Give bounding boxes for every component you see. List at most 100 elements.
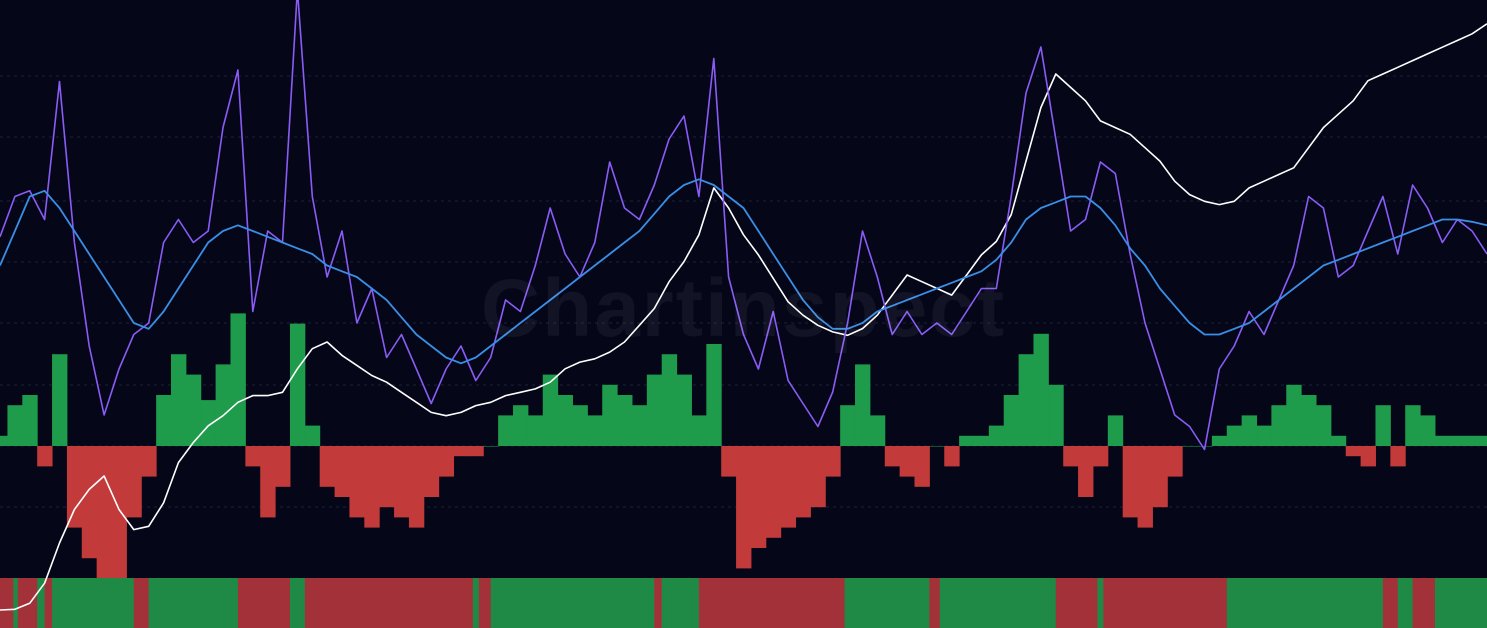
histogram-bar-42 bbox=[617, 395, 633, 446]
signal-strip bbox=[0, 578, 1487, 628]
histogram-bar-3 bbox=[37, 446, 53, 467]
histogram-bar-0 bbox=[0, 435, 8, 446]
histogram-bar-52 bbox=[765, 446, 782, 538]
histogram-bar-29 bbox=[423, 446, 440, 497]
histogram-bar-73 bbox=[1078, 446, 1094, 497]
histogram-bar-67 bbox=[988, 425, 1005, 446]
signal-segment-26 bbox=[1097, 578, 1104, 628]
signal-segment-22 bbox=[929, 578, 941, 628]
histogram-bar-38 bbox=[557, 395, 573, 446]
histogram-bar-2 bbox=[22, 395, 38, 446]
signal-segment-28 bbox=[1226, 578, 1384, 628]
histogram-bar-20 bbox=[289, 323, 306, 446]
moving-average-line bbox=[0, 178, 1487, 365]
histogram-bar-1 bbox=[7, 405, 23, 446]
histogram-bar-53 bbox=[780, 446, 797, 528]
histogram-bar-11 bbox=[156, 395, 172, 446]
histogram-bar-60 bbox=[884, 446, 901, 467]
histogram-bar-5 bbox=[66, 446, 83, 528]
histogram-bar-32 bbox=[468, 446, 484, 457]
histogram-bar-12 bbox=[171, 354, 187, 446]
histogram-bar-44 bbox=[646, 374, 663, 446]
histogram-bar-57 bbox=[840, 405, 856, 446]
histogram-bar-47 bbox=[691, 415, 707, 446]
signal-segment-20 bbox=[721, 578, 846, 628]
histogram-bar-54 bbox=[795, 446, 811, 518]
histogram-bar-66 bbox=[973, 435, 990, 446]
histogram-bar-93 bbox=[1375, 405, 1391, 446]
signal-segment-29 bbox=[1382, 578, 1399, 628]
signal-segment-30 bbox=[1397, 578, 1414, 628]
signal-segment-2 bbox=[17, 578, 38, 628]
histogram-bar-49 bbox=[721, 446, 737, 477]
histogram-bar-68 bbox=[1003, 395, 1020, 446]
histogram-bar-9 bbox=[126, 446, 142, 518]
histogram-bar-30 bbox=[438, 446, 455, 477]
histogram-bar-35 bbox=[513, 405, 529, 446]
signal-segment-8 bbox=[237, 578, 291, 628]
histogram-bar-87 bbox=[1286, 384, 1302, 446]
histogram-bar-27 bbox=[394, 446, 410, 518]
histogram-bar-10 bbox=[141, 446, 157, 477]
histogram-bar-92 bbox=[1360, 446, 1376, 467]
histogram-bar-34 bbox=[498, 415, 514, 446]
histogram-bar-8 bbox=[111, 446, 127, 589]
histogram-bar-64 bbox=[944, 446, 960, 467]
histogram-bar-50 bbox=[736, 446, 752, 569]
signal-segment-33 bbox=[1457, 578, 1487, 628]
histogram-bar-83 bbox=[1226, 425, 1243, 446]
histogram-bar-100 bbox=[1479, 435, 1487, 446]
histogram-bar-22 bbox=[319, 446, 336, 487]
histogram-bar-25 bbox=[364, 446, 380, 528]
histogram-bar-88 bbox=[1301, 395, 1317, 446]
signal-segment-24 bbox=[954, 578, 1057, 628]
histogram-bar-90 bbox=[1330, 435, 1347, 446]
histogram-bar-39 bbox=[572, 405, 588, 446]
histogram-bar-28 bbox=[408, 446, 425, 528]
signal-segment-16 bbox=[624, 578, 655, 628]
histogram-bar-21 bbox=[304, 425, 321, 446]
signal-segment-4 bbox=[44, 578, 53, 628]
histogram bbox=[0, 313, 1487, 599]
histogram-bar-79 bbox=[1167, 446, 1183, 477]
signal-segment-3 bbox=[37, 578, 46, 628]
histogram-bar-24 bbox=[349, 446, 365, 518]
signal-segment-18 bbox=[661, 578, 700, 628]
signal-segment-13 bbox=[472, 578, 480, 628]
histogram-bar-74 bbox=[1092, 446, 1109, 467]
histogram-bar-18 bbox=[260, 446, 276, 518]
histogram-bar-14 bbox=[200, 400, 217, 446]
signal-segment-0 bbox=[0, 578, 14, 628]
histogram-bar-40 bbox=[587, 415, 603, 446]
histogram-bar-13 bbox=[185, 374, 202, 446]
histogram-bar-56 bbox=[825, 446, 841, 477]
histogram-bar-48 bbox=[706, 344, 722, 446]
histogram-bar-51 bbox=[750, 446, 767, 548]
histogram-bar-85 bbox=[1256, 425, 1272, 446]
signal-segment-11 bbox=[319, 578, 447, 628]
signal-segment-7 bbox=[148, 578, 239, 628]
signal-segment-25 bbox=[1055, 578, 1098, 628]
histogram-bar-17 bbox=[245, 446, 261, 467]
histogram-bar-55 bbox=[810, 446, 826, 508]
histogram-bar-75 bbox=[1107, 415, 1124, 446]
histogram-bar-37 bbox=[542, 374, 559, 446]
signal-segment-17 bbox=[654, 578, 663, 628]
histogram-bar-77 bbox=[1137, 446, 1153, 528]
histogram-bar-71 bbox=[1048, 384, 1064, 446]
histogram-bar-31 bbox=[453, 446, 469, 457]
histogram-bar-80 bbox=[1182, 446, 1198, 447]
signal-segment-14 bbox=[478, 578, 492, 628]
signal-segment-19 bbox=[698, 578, 722, 628]
signal-segment-15 bbox=[490, 578, 626, 628]
histogram-bar-16 bbox=[230, 313, 246, 446]
signal-segment-21 bbox=[844, 578, 930, 628]
histogram-bar-82 bbox=[1211, 435, 1228, 446]
signal-segment-27 bbox=[1103, 578, 1228, 628]
histogram-bar-33 bbox=[483, 446, 499, 447]
histogram-bar-59 bbox=[869, 415, 886, 446]
histogram-bar-23 bbox=[334, 446, 350, 497]
histogram-bar-69 bbox=[1018, 354, 1034, 446]
histogram-bar-15 bbox=[215, 364, 231, 446]
